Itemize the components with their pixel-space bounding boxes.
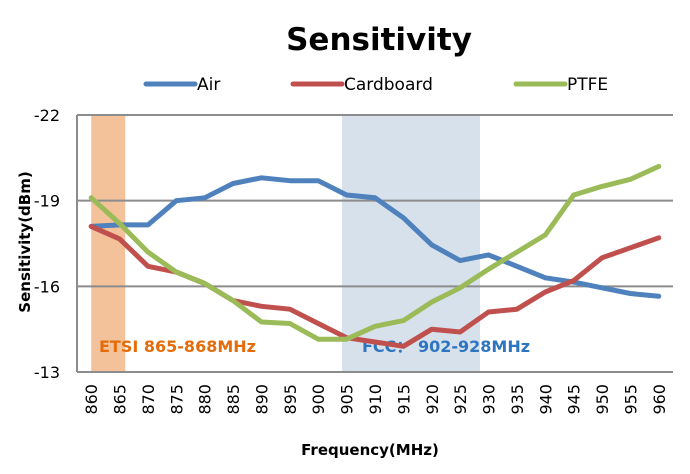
x-tick-label: 955 [621,384,640,415]
legend-label-air: Air [197,75,220,95]
x-tick-label: 935 [508,384,527,415]
legend: Air Cardboard PTFE [143,75,608,95]
band-label-etsi: ETSI 865-868MHz [99,337,256,356]
x-tick-label: 925 [451,384,470,415]
x-axis-title: Frequency(MHz) [301,441,439,459]
legend-label-cardboard: Cardboard [344,75,433,95]
x-tick-label: 920 [423,384,442,415]
x-tick-label: 900 [309,384,328,415]
x-tick-label: 895 [281,384,300,415]
x-tick-label: 875 [167,384,186,415]
x-tick-label: 870 [139,384,158,415]
x-tick-label: 910 [366,384,385,415]
x-tick-label: 940 [536,384,555,415]
x-tick-label: 860 [82,384,101,415]
x-tick-label: 880 [196,384,215,415]
x-tick-label: 960 [650,384,669,415]
x-tick-label: 945 [565,384,584,415]
x-tick-label: 950 [593,384,612,415]
y-tick-label: -19 [34,192,60,211]
band-label-fcc: FCC： 902-928MHz [362,337,530,356]
y-tick-labels: -22 -19 -16 -13 [34,106,60,382]
chart-title: Sensitivity [286,22,472,58]
x-tick-label: 915 [394,384,413,415]
x-tick-label: 890 [252,384,271,415]
y-tick-label: -13 [34,363,60,382]
x-tick-label: 885 [224,384,243,415]
y-axis-title: Sensitivity(dBm) [16,171,34,312]
y-tick-label: -22 [34,106,60,125]
series-lines [88,163,662,349]
y-axis-title-group: Sensitivity(dBm) [14,169,37,315]
x-tick-label: 930 [480,384,499,415]
x-tick-label: 905 [338,384,357,415]
band-labels: ETSI 865-868MHz FCC： 902-928MHz [99,337,530,356]
legend-label-ptfe: PTFE [567,75,608,95]
series-line-air [88,175,662,299]
series-line-ptfe [88,163,662,342]
x-tick-label: 865 [111,384,130,415]
x-tick-labels: 860 865 870 875 880 885 890 895 900 905 910 915 920 9… [82,384,669,415]
band-etsi [91,115,126,372]
y-tick-label: -16 [34,277,60,296]
